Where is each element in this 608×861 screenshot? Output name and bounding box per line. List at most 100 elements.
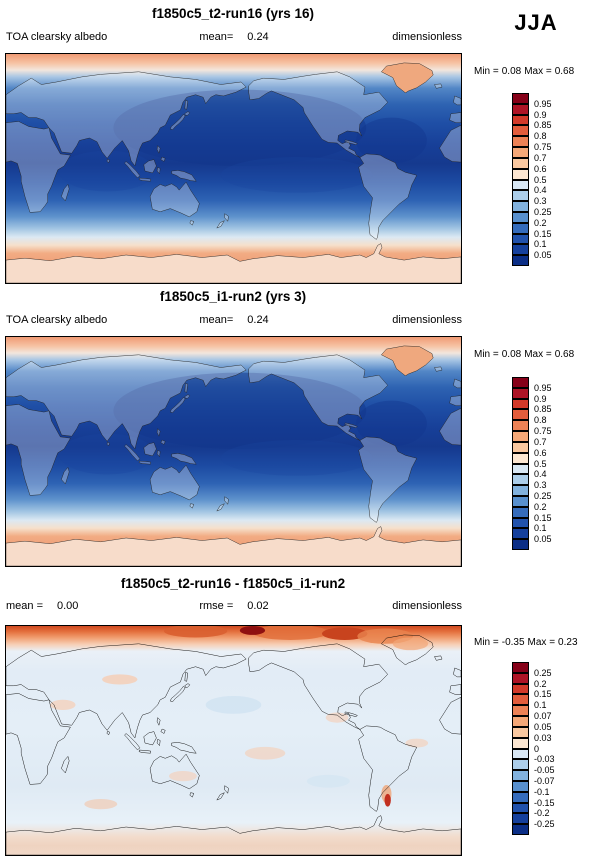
season-label: JJA — [514, 10, 558, 35]
colorbar-segment — [512, 222, 529, 234]
panel2-max-value: 0.68 — [554, 349, 575, 360]
panel2-min-label: Min = — [474, 349, 499, 360]
colorbar-tick-label: 0.95 — [534, 98, 552, 109]
colorbar-segment — [512, 474, 529, 486]
colorbar-tick-label: 0.75 — [534, 142, 552, 153]
colorbar-segment — [512, 420, 529, 432]
colorbar-tick-label: 0.15 — [534, 689, 552, 700]
colorbar-segment — [512, 802, 529, 814]
panel1-max-label: Max = — [524, 66, 552, 77]
world-map-model2 — [6, 345, 461, 566]
colorbar-segment — [512, 147, 529, 158]
panel2-min-value: 0.08 — [501, 349, 522, 360]
colorbar-segment — [512, 705, 529, 717]
colorbar-tick-label: 0.1 — [534, 239, 547, 250]
colorbar-segment — [512, 201, 529, 212]
colorbar-segment — [512, 770, 529, 781]
colorbar-tick-label: 0.9 — [534, 393, 547, 404]
panel3-max-label: Max = — [527, 637, 556, 648]
panel2-minmax: Min = 0.08 Max = 0.68 — [474, 349, 606, 360]
pan2-max-label: Max = — [524, 349, 552, 360]
colorbar-tick-label: 0.6 — [534, 163, 547, 174]
colorbar-segment — [512, 517, 529, 529]
colorbar-tick-label: 0.95 — [534, 382, 552, 393]
colorbar-tick-label: -0.2 — [534, 808, 550, 819]
panel2-mean-stat: mean= 0.24 — [5, 314, 463, 326]
colorbar-segment — [512, 114, 529, 126]
colorbar-segment — [512, 748, 529, 760]
panel2-variable-label: TOA clearsky albedo — [6, 314, 108, 326]
colorbar-segment — [512, 463, 529, 475]
colorbar-tick-label: 0.05 — [534, 534, 552, 545]
world-map-difference — [6, 626, 461, 855]
colorbar-tick-label: 0.05 — [534, 250, 552, 261]
colorbar-segment — [512, 168, 529, 180]
world-map-model1 — [6, 62, 461, 283]
colorbar-tick-label: 0.85 — [534, 120, 552, 131]
colorbar-tick-label: 0.03 — [534, 732, 552, 743]
colorbar-tick-label: 0.2 — [534, 217, 547, 228]
panel1-mean-value: 0.24 — [247, 31, 269, 43]
panel3-rmse-label: rmse = — [199, 600, 234, 612]
colorbar-segment — [512, 377, 529, 388]
colorbar-tick-label: 0.3 — [534, 480, 547, 491]
colorbar-tick-label: 0.15 — [534, 228, 552, 239]
colorbar-segment — [512, 157, 529, 169]
panel3-mean-stat: mean = 0.00 — [6, 600, 78, 612]
panel3-max-value: 0.23 — [558, 637, 578, 648]
colorbar-segment — [512, 211, 529, 223]
colorbar-segment — [512, 759, 529, 771]
colorbar-segment — [512, 780, 529, 792]
colorbar-tick-label: 0.2 — [534, 678, 547, 689]
colorbar-tick-label: 0.9 — [534, 109, 547, 120]
colorbar-segment — [512, 136, 529, 148]
panel1-mean-label: mean= — [199, 31, 234, 43]
colorbar-segment — [512, 190, 529, 202]
colorbar-segment — [512, 737, 529, 749]
colorbar-tick-label: 0.4 — [534, 185, 547, 196]
colorbar-segment — [512, 387, 529, 399]
colorbar-segment — [512, 672, 529, 684]
colorbar-tick-label: -0.25 — [534, 819, 555, 830]
panel3-mean-value: 0.00 — [57, 600, 79, 612]
panel1-units-label: dimensionless — [392, 31, 462, 43]
colorbar-tick-label: 0.8 — [534, 131, 547, 142]
panel3-rmse-stat: rmse = 0.02 — [5, 600, 463, 612]
panel3-mean-label: mean = — [6, 600, 43, 612]
panel1-stats-row: TOA clearsky albedo mean= 0.24 dimensionl… — [5, 31, 463, 45]
panel1-max-value: 0.68 — [554, 66, 575, 77]
panel1-colorbar: 0.95 0.9 0.85 0.8 0.75 0.7 0.6 0.5 0.4 0.3 0.25 0.2… — [512, 93, 552, 266]
colorbar-segment — [512, 683, 529, 695]
panel2-title: f1850c5_i1-run2 (yrs 3) — [159, 289, 307, 304]
panel3-colorbar: 0.25 0.2 0.15 0.1 0.07 0.05 0.03 0 -0.03 -0.05 -0.… — [512, 662, 555, 835]
panel1-title: f1850c5_t2-run16 (yrs 16) — [151, 6, 315, 21]
colorbar-segment — [512, 791, 529, 803]
panel1-min-value: 0.08 — [501, 66, 522, 77]
colorbar-segment — [512, 452, 529, 464]
colorbar-segment — [512, 539, 529, 550]
panel3-min-label: Min = — [474, 637, 499, 648]
colorbar-tick-label: 0.4 — [534, 469, 547, 480]
colorbar-segment — [512, 485, 529, 496]
colorbar-segment — [512, 103, 529, 115]
colorbar-segment — [512, 179, 529, 191]
panel2-colorbar: 0.95 0.9 0.85 0.8 0.75 0.7 0.6 0.5 0.4 0.3 0.25 0.2… — [512, 377, 552, 550]
colorbar-segment — [512, 233, 529, 245]
panel3-min-value: -0.35 — [501, 637, 525, 648]
colorbar-tick-label: 0.05 — [534, 721, 552, 732]
map-plot-difference — [5, 625, 462, 856]
panel3-minmax: Min = -0.35 Max = 0.23 — [474, 637, 606, 648]
panel2-mean-label: mean= — [199, 314, 234, 326]
colorbar-tick-label: 0.2 — [534, 501, 547, 512]
colorbar-tick-label: 0.7 — [534, 152, 547, 163]
colorbar-tick-label: 0.5 — [534, 174, 547, 185]
colorbar-tick-label: -0.05 — [534, 765, 555, 776]
panel2-stats-row: TOA clearsky albedo mean= 0.24 dimensionl… — [5, 314, 463, 328]
colorbar-segment — [512, 441, 529, 453]
colorbar-tick-label: 0.1 — [534, 700, 547, 711]
panel1-variable-label: TOA clearsky albedo — [6, 31, 108, 43]
panel3-rmse-value: 0.02 — [247, 600, 269, 612]
colorbar-segment — [512, 431, 529, 442]
colorbar-segment — [512, 662, 529, 673]
